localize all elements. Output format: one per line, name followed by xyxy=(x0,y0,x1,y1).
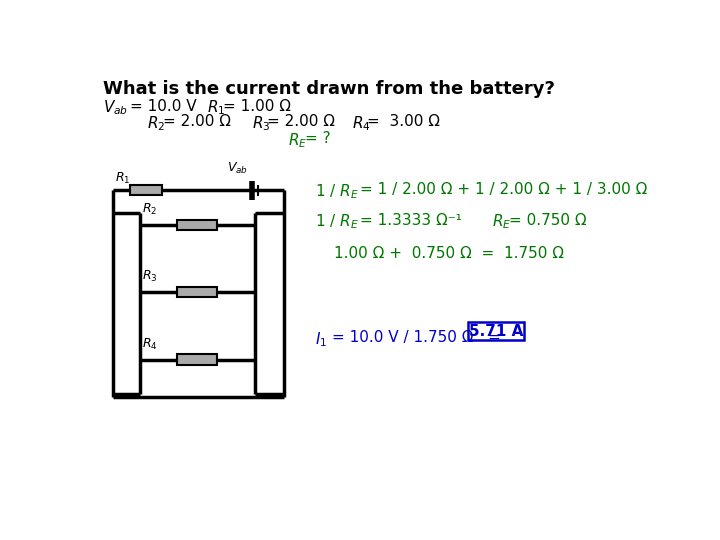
Bar xyxy=(177,354,217,365)
Text: $R_4$: $R_4$ xyxy=(142,337,158,352)
Text: $R_3$: $R_3$ xyxy=(142,269,158,284)
Text: $R_4$: $R_4$ xyxy=(352,114,371,133)
Bar xyxy=(177,287,217,298)
Text: = 1 / 2.00 Ω + 1 / 2.00 Ω + 1 / 3.00 Ω: = 1 / 2.00 Ω + 1 / 2.00 Ω + 1 / 3.00 Ω xyxy=(360,182,647,197)
Text: $R_3$: $R_3$ xyxy=(252,114,271,133)
Text: = 1.3333 Ω⁻¹: = 1.3333 Ω⁻¹ xyxy=(360,213,462,228)
Text: =  3.00 Ω: = 3.00 Ω xyxy=(367,114,441,129)
Text: = 10.0 V / 1.750 Ω   =: = 10.0 V / 1.750 Ω = xyxy=(332,330,505,346)
Text: 5.71 A: 5.71 A xyxy=(469,323,523,339)
Text: $R_E$: $R_E$ xyxy=(492,213,511,231)
Text: = 1.00 Ω: = 1.00 Ω xyxy=(222,99,291,114)
Text: 1.00 Ω +  0.750 Ω  =  1.750 Ω: 1.00 Ω + 0.750 Ω = 1.750 Ω xyxy=(334,246,564,261)
Text: What is the current drawn from the battery?: What is the current drawn from the batte… xyxy=(104,80,555,98)
Text: $R_1$: $R_1$ xyxy=(207,99,225,117)
FancyBboxPatch shape xyxy=(468,322,523,340)
Text: $I_1$: $I_1$ xyxy=(315,330,328,349)
Text: $R_1$: $R_1$ xyxy=(115,171,130,186)
Text: $V_{ab}$: $V_{ab}$ xyxy=(227,161,248,177)
Text: 1 / $R_E$: 1 / $R_E$ xyxy=(315,182,359,200)
Text: = 0.750 Ω: = 0.750 Ω xyxy=(509,213,587,228)
Text: = 2.00 Ω: = 2.00 Ω xyxy=(163,114,230,129)
Text: 1 / $R_E$: 1 / $R_E$ xyxy=(315,213,359,231)
Text: $R_2$: $R_2$ xyxy=(148,114,166,133)
Text: = 2.00 Ω: = 2.00 Ω xyxy=(267,114,336,129)
Text: $R_E$: $R_E$ xyxy=(288,131,307,150)
Text: = 10.0 V: = 10.0 V xyxy=(130,99,197,114)
Text: $V_{ab}$: $V_{ab}$ xyxy=(104,99,129,117)
Bar xyxy=(130,185,162,195)
Bar xyxy=(177,220,217,231)
Text: = ?: = ? xyxy=(305,131,330,146)
Text: $R_2$: $R_2$ xyxy=(142,202,157,217)
